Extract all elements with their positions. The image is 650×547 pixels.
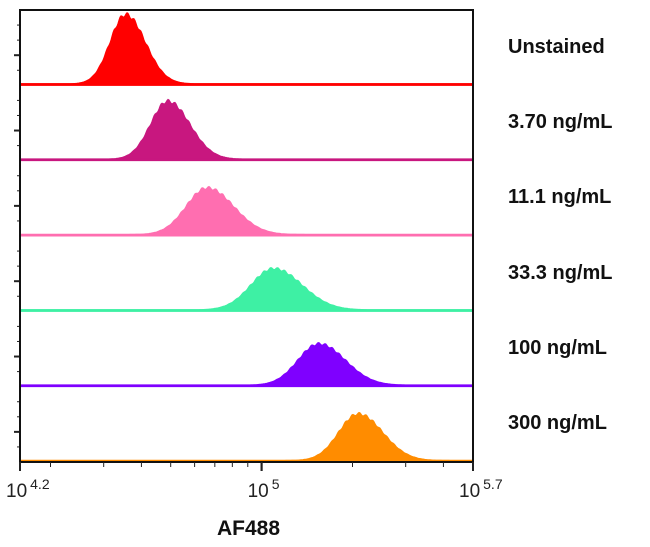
histogram-4: [19, 342, 474, 388]
histogram-5: [19, 411, 474, 463]
series-label-3: 33.3 ng/mL: [508, 261, 613, 284]
histogram-1: [19, 98, 474, 162]
histogram-2: [19, 185, 474, 237]
x-tick-label: 10 5.7: [459, 476, 503, 503]
tick-base: 10: [247, 481, 269, 502]
histogram-0: [19, 12, 474, 86]
series-label-2: 11.1 ng/mL: [508, 186, 612, 209]
tick-base: 10: [6, 481, 28, 502]
tick-exponent: 4.2: [30, 476, 50, 492]
series-label-4: 100 ng/mL: [508, 337, 607, 359]
x-tick-label: 10 4.2: [6, 476, 50, 503]
plot-frame: [19, 9, 474, 463]
tick-exponent: 5: [271, 476, 280, 492]
histogram-3: [19, 266, 474, 312]
tick-exponent: 5.7: [483, 476, 503, 492]
tick-base: 10: [459, 481, 481, 502]
x-axis-label: AF488: [217, 517, 281, 540]
x-tick-label: 10 5: [248, 476, 280, 503]
series-label-5: 300 ng/mL: [508, 412, 607, 435]
series-label-0: Unstained: [508, 35, 605, 58]
series-label-1: 3.70 ng/mL: [508, 111, 613, 133]
